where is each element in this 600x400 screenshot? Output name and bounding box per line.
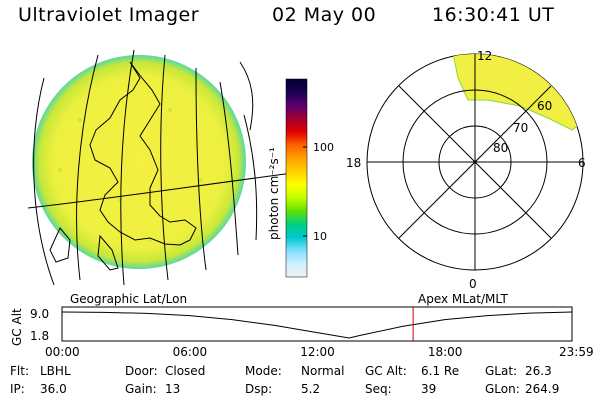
mlt-label-18: 18	[346, 156, 361, 170]
polar-plot: 12 18 6 0 80 70 60	[346, 49, 586, 291]
mlt-label-6: 6	[578, 156, 586, 170]
status-key: Dsp:	[245, 382, 273, 396]
xtick-label: 12:00	[300, 345, 335, 359]
lat-label-80: 80	[493, 141, 508, 155]
status-value: 39	[421, 382, 437, 396]
status-key: Door:	[125, 364, 158, 378]
mlt-label-12: 12	[477, 49, 492, 63]
globe-image	[27, 49, 301, 286]
globe-label: Geographic Lat/Lon	[70, 292, 187, 306]
status-value: 6.1 Re	[421, 364, 460, 378]
timeline-ylabel: GC Alt	[10, 308, 24, 346]
ytick-label-max: 9.0	[30, 307, 49, 321]
status-value: 13	[165, 382, 181, 396]
status-key: IP:	[10, 382, 25, 396]
status-key: GLat:	[485, 364, 518, 378]
altitude-line	[61, 311, 573, 339]
status-key: GLon:	[485, 382, 520, 396]
polar-grid	[367, 54, 583, 270]
mlt-label-0: 0	[469, 277, 477, 291]
status-value: Closed	[165, 364, 206, 378]
status-value: 26.3	[525, 364, 552, 378]
ytick-label-min: 1.8	[30, 329, 49, 343]
colorbar-label-100: 100	[313, 141, 334, 154]
colorbar-label-10: 10	[313, 230, 327, 243]
time-label: 16:30:41 UT	[432, 4, 555, 26]
lat-label-70: 70	[513, 121, 528, 135]
colorbar: 100 10 photon cm⁻²s⁻¹	[267, 78, 334, 278]
status-value: LBHL	[40, 364, 71, 378]
status-key: Flt:	[10, 364, 29, 378]
lat-label-60: 60	[537, 99, 552, 113]
colorbar-strip	[285, 78, 308, 278]
timeline-frame	[61, 306, 573, 342]
status-key: Gain:	[125, 382, 157, 396]
status-value: Normal	[301, 364, 345, 378]
xtick-label: 18:00	[428, 345, 463, 359]
globe-disc	[32, 55, 246, 269]
status-value: 5.2	[301, 382, 321, 396]
altitude-timeline: GC Alt 9.0 1.8 00:00 06:00 12:00 18:00 23:59	[10, 306, 594, 359]
coastline	[49, 61, 197, 271]
xtick-label: 23:59	[559, 345, 594, 359]
polar-label: Apex MLat/MLT	[418, 292, 508, 306]
status-key: GC Alt:	[365, 364, 407, 378]
instrument-title: Ultraviolet Imager	[18, 4, 200, 26]
status-key: Seq:	[365, 382, 392, 396]
timeline-xticks: 00:00 06:00 12:00 18:00 23:59	[45, 345, 594, 359]
date-label: 02 May 00	[272, 4, 377, 26]
status-key: Mode:	[245, 364, 282, 378]
graticule	[27, 49, 301, 286]
xtick-label: 00:00	[45, 345, 80, 359]
status-value: 264.9	[525, 382, 560, 396]
xtick-label: 06:00	[173, 345, 208, 359]
colorbar-unit-label: photon cm⁻²s⁻¹	[267, 147, 281, 240]
status-value: 36.0	[40, 382, 67, 396]
